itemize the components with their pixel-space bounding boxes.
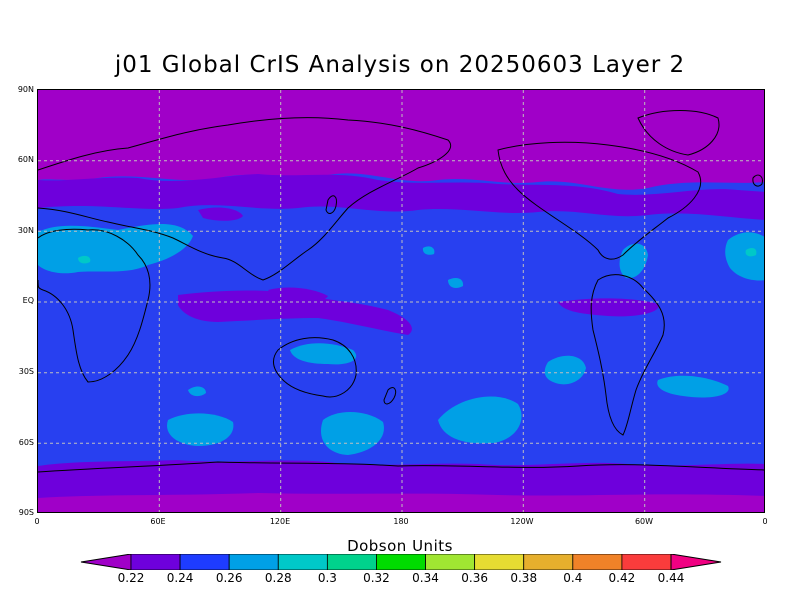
colorbar-tick-label: 0.22 (117, 571, 145, 585)
map-title: j01 Global CrIS Analysis on 20250603 Lay… (114, 52, 686, 78)
colorbar-segment (670, 554, 722, 570)
australia-outline (272, 337, 357, 398)
colorbar-tick-label: 0.36 (461, 571, 488, 585)
arctic-ozone-region (38, 90, 764, 190)
colorbar-segment (179, 554, 230, 570)
colorbar-tick-label: 0.4 (563, 571, 583, 585)
south-pacific-high (438, 396, 522, 444)
pacific-north-spot (422, 246, 435, 255)
colorbar-segment (228, 554, 279, 570)
lat-label-90s: 90S (18, 508, 34, 517)
lon-label-60e: 60E (150, 517, 166, 526)
tropical-low-band-east (558, 298, 659, 317)
south-atlantic-high (657, 375, 729, 398)
small-south-patch (188, 386, 206, 397)
colorbar-segment (277, 554, 328, 570)
small-pacific-patch (448, 278, 464, 288)
south-america-outline (590, 274, 665, 436)
colorbar-tick-label: 0.42 (608, 571, 636, 585)
northern-midlat-band (38, 174, 764, 220)
colorbar-tick-label: 0.34 (412, 571, 439, 585)
colorbar-segment (80, 554, 132, 570)
uk-outline (752, 174, 763, 187)
caribbean-high (619, 243, 648, 279)
antarctic-ozone-region (38, 493, 764, 512)
colorbar-segment (474, 554, 525, 570)
colorbar-segment (523, 554, 574, 570)
indonesia-pocket (268, 287, 328, 304)
far-east-pocket (198, 207, 243, 221)
eurasia-outline (38, 117, 451, 281)
australia-high (290, 343, 357, 365)
colorbar-tick-label: 0.38 (510, 571, 538, 585)
north-africa-high (38, 224, 193, 274)
colorbar-tick-label: 0.32 (363, 571, 390, 585)
colorbar-tick-label: 0.44 (657, 571, 685, 585)
antarctica-outline (38, 461, 764, 473)
lat-label-60n: 60N (17, 155, 34, 164)
lon-label-120w: 120W (510, 517, 534, 526)
grid-lines (38, 90, 764, 512)
lat-label-30s: 30S (18, 367, 34, 376)
colorbar-segments (80, 554, 722, 570)
atlantic-peak (745, 247, 757, 257)
colorbar-segment (572, 554, 623, 570)
colorbar-tick-label: 0.24 (166, 571, 194, 585)
lat-label-60s: 60S (18, 438, 34, 447)
south-america-high (544, 355, 586, 385)
colorbar-tick-label: 0.26 (215, 571, 243, 585)
lon-label-0-east: 0 (762, 517, 768, 526)
lat-label-eq: EQ (22, 296, 34, 305)
sahara-peak (78, 255, 91, 264)
lon-label-60w: 60W (634, 517, 654, 526)
tasman-high (320, 411, 384, 455)
colorbar-segment (376, 554, 426, 570)
lat-label-90n: 90N (17, 85, 34, 94)
ozone-map (37, 89, 765, 513)
lon-label-180: 180 (393, 517, 409, 526)
lon-label-120e: 120E (269, 517, 291, 526)
colorbar-segment (425, 554, 476, 570)
colorbar-tick-label: 0.3 (317, 571, 337, 585)
lat-label-30n: 30N (17, 226, 34, 235)
indian-ocean-south-high (167, 413, 234, 446)
colorbar-segment (130, 554, 181, 570)
colorbar-title: Dobson Units (347, 537, 453, 555)
colorbar-segment (326, 554, 377, 570)
coastlines (38, 110, 764, 473)
colorbar-tick-label: 0.28 (264, 571, 292, 585)
greenland-outline (637, 110, 720, 156)
ozone-map-canvas (38, 90, 764, 512)
new-zealand-outline (383, 387, 397, 405)
north-america-outline (497, 141, 702, 260)
japan-outline (325, 195, 337, 214)
atlantic-east-high (725, 232, 764, 281)
lon-label-0: 0 (34, 517, 40, 526)
colorbar (80, 554, 722, 570)
colorbar-segment (621, 554, 672, 570)
